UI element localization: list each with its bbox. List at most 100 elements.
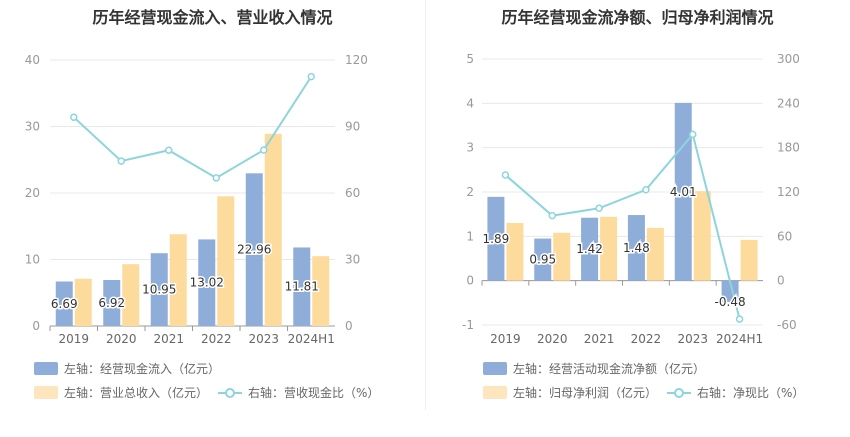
right-axis-tick-label: 240 <box>777 96 800 110</box>
legend-label: 右轴：营收现金比（%） <box>248 386 380 400</box>
bar-primary <box>674 102 692 281</box>
legend-item-net-cash-ratio[interactable]: 右轴：净现比（%） <box>667 384 804 401</box>
left-axis-tick-label: 2 <box>466 185 474 199</box>
left-axis-tick-label: -1 <box>462 318 474 332</box>
x-axis-tick-label: 2024H1 <box>716 332 763 346</box>
right-axis-tick-label: 60 <box>345 186 360 200</box>
data-label: 13.02 <box>190 276 224 290</box>
bar-secondary <box>122 264 140 326</box>
legend-item-net-profit[interactable]: 左轴：归母净利润（亿元） <box>483 384 657 401</box>
x-axis-tick-label: 2020 <box>106 332 137 346</box>
right-axis-tick-label: 0 <box>777 274 785 288</box>
left-axis-tick-label: 30 <box>25 120 40 134</box>
legend-item-net-cash[interactable]: 左轴：经营活动现金流净额（亿元） <box>483 360 705 377</box>
bar-secondary <box>217 196 235 326</box>
legend-label: 左轴：归母净利润（亿元） <box>513 386 658 400</box>
right-axis-tick-label: 120 <box>345 53 368 67</box>
left-axis-tick-label: 4 <box>466 96 474 110</box>
legend-label: 左轴：经营活动现金流净额（亿元） <box>513 362 706 376</box>
left-axis-tick-label: 5 <box>466 52 474 66</box>
legend-label: 右轴：净现比（%） <box>697 386 805 400</box>
x-axis-tick-label: 2023 <box>248 332 279 346</box>
bar-primary <box>487 196 505 281</box>
legend-swatch <box>483 386 507 399</box>
bar-secondary <box>312 256 330 326</box>
x-axis-tick-label: 2024H1 <box>288 332 335 346</box>
chart-panel-net-cash: 历年经营现金流净额、归母净利润情况 -1 0 1 2 3 4 5 -60 0 60 120 180 24… <box>425 0 850 437</box>
x-axis-tick-label: 2021 <box>153 332 184 346</box>
x-axis-tick-label: 2022 <box>631 332 662 346</box>
x-axis-tick-label: 2022 <box>201 332 232 346</box>
line-point <box>260 146 268 154</box>
right-axis-tick-label: 180 <box>777 141 800 155</box>
line-point <box>642 186 650 194</box>
bar-primary <box>103 279 121 326</box>
legend-swatch <box>34 362 58 375</box>
left-axis-tick-label: 0 <box>466 274 474 288</box>
bar-primary <box>627 215 645 281</box>
bar-secondary <box>74 278 92 326</box>
legend-item-revenue[interactable]: 左轴：营业总收入（亿元） <box>34 384 208 401</box>
legend-line-swatch <box>667 386 691 399</box>
data-label: 6.92 <box>98 296 125 310</box>
series-line <box>504 132 741 320</box>
right-axis-tick-label: 300 <box>777 52 800 66</box>
legend-swatch <box>34 386 58 399</box>
bar-secondary <box>506 223 524 281</box>
chart-svg: 0 10 20 30 40 0 30 60 90 120 2019 2020 2021 2022 2023 2… <box>25 53 368 346</box>
bar-secondary <box>740 239 758 281</box>
bar-secondary <box>693 191 711 281</box>
bar-secondary <box>169 234 187 326</box>
legend-item-ratio[interactable]: 右轴：营收现金比（%） <box>218 384 379 401</box>
left-axis-tick-label: 40 <box>25 53 40 67</box>
right-axis-tick-label: 60 <box>777 229 792 243</box>
line-point <box>307 72 315 81</box>
line-point <box>548 211 556 220</box>
left-axis-tick-label: 3 <box>466 141 474 155</box>
bar-primary <box>534 238 552 281</box>
legend-label: 左轴：经营现金流入（亿元） <box>64 362 221 376</box>
data-label: -0.48 <box>715 295 746 309</box>
chart-title: 历年经营现金流净额、归母净利润情况 <box>501 8 774 27</box>
line-point <box>117 157 125 165</box>
right-axis-tick-label: 120 <box>777 185 800 199</box>
left-axis-tick-label: 20 <box>25 186 40 200</box>
line-point <box>165 146 173 154</box>
right-axis-tick-label: 0 <box>345 319 353 333</box>
series-line <box>73 76 313 180</box>
data-label: 11.81 <box>285 280 319 294</box>
data-label: 1.48 <box>623 241 650 255</box>
bar-secondary <box>600 216 618 281</box>
right-axis-tick-label: 30 <box>345 253 360 267</box>
bar-primary <box>245 173 263 326</box>
line-point <box>501 171 510 179</box>
data-label: 4.01 <box>670 185 697 199</box>
bar-primary <box>293 247 311 326</box>
data-label: 1.89 <box>483 232 510 246</box>
bar-secondary <box>646 227 664 281</box>
line-point <box>595 204 603 213</box>
line-point <box>735 315 744 323</box>
panel-divider <box>425 0 426 410</box>
chart-panel-cash-inflow: 历年经营现金流入、营业收入情况 0 10 20 30 40 0 30 60 90 120 2019 2… <box>25 8 380 401</box>
left-axis-tick-label: 1 <box>466 229 474 243</box>
legend-item-cash-inflow[interactable]: 左轴：经营现金流入（亿元） <box>34 360 220 377</box>
data-label: 1.42 <box>576 242 603 256</box>
line-point <box>212 174 220 182</box>
bar-primary <box>198 239 216 326</box>
bar-primary <box>581 217 599 281</box>
legend-label: 左轴：营业总收入（亿元） <box>64 386 209 400</box>
left-axis-tick-label: 0 <box>32 319 40 333</box>
chart-svg: -1 0 1 2 3 4 5 -60 0 60 120 180 240 300 2019 2020 2021 20… <box>462 52 800 346</box>
right-axis-tick-label: 90 <box>345 120 360 134</box>
left-axis-tick-label: 10 <box>25 253 40 267</box>
x-axis-tick-label: 2023 <box>677 332 708 346</box>
right-axis-tick-label: -60 <box>777 318 797 332</box>
x-axis-tick-label: 2019 <box>490 332 521 346</box>
data-label: 6.69 <box>51 297 78 311</box>
bar-primary <box>150 253 168 326</box>
line-point <box>689 130 697 139</box>
bar-primary <box>55 281 73 326</box>
data-label: 10.95 <box>142 283 176 297</box>
x-axis-tick-label: 2021 <box>584 332 615 346</box>
